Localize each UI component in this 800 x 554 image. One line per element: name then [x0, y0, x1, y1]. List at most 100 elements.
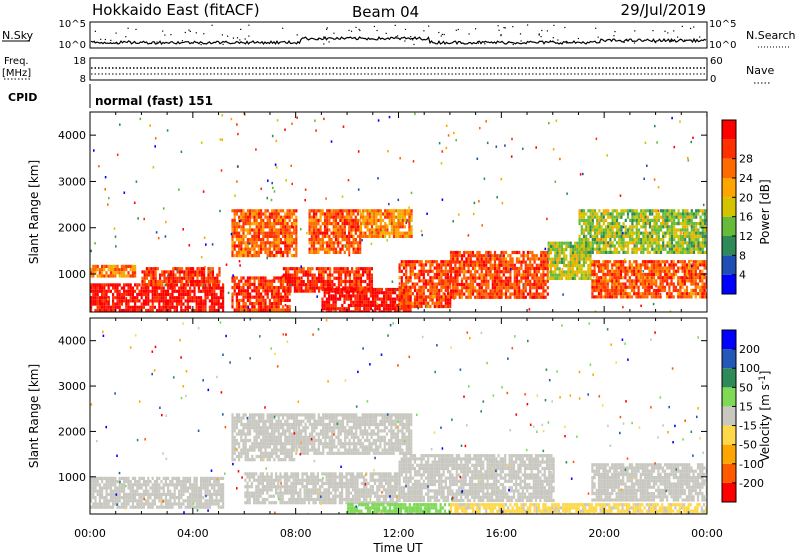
- data-cell: [235, 302, 238, 306]
- data-cell: [129, 283, 132, 287]
- data-cell: [345, 307, 348, 311]
- data-cell: [235, 305, 238, 309]
- data-cell: [264, 305, 267, 309]
- data-cell: [578, 218, 581, 222]
- data-cell: [293, 241, 296, 245]
- data-cell: [310, 238, 313, 242]
- data-cell: [334, 231, 338, 235]
- scatter-point: [107, 203, 109, 206]
- data-cell: [606, 295, 609, 299]
- data-cell: [347, 294, 350, 298]
- data-cell: [253, 282, 256, 286]
- data-cell: [405, 298, 408, 302]
- scatter-point: [386, 239, 388, 242]
- data-cell: [699, 250, 702, 254]
- data-cell: [582, 222, 586, 226]
- data-cell: [705, 266, 707, 270]
- data-cell: [160, 289, 163, 293]
- data-cell: [164, 305, 167, 309]
- data-cell: [659, 222, 663, 226]
- data-cell: [384, 215, 387, 219]
- data-cell: [242, 289, 245, 293]
- data-cell: [509, 276, 512, 280]
- data-cell: [571, 244, 574, 248]
- data-cell: [196, 267, 199, 271]
- data-cell: [379, 225, 382, 229]
- data-cell: [699, 263, 702, 267]
- data-cell: [403, 215, 407, 219]
- data-cell: [257, 225, 260, 229]
- data-cell: [167, 302, 170, 306]
- data-cell: [290, 212, 293, 216]
- data-cell: [355, 283, 358, 287]
- data-cell: [600, 276, 603, 280]
- data-cell: [260, 292, 263, 296]
- data-cell: [635, 292, 638, 296]
- data-cell: [666, 244, 669, 248]
- scatter-point: [388, 115, 391, 119]
- data-cell: [460, 286, 464, 290]
- scatter-point: [472, 212, 475, 216]
- data-cell: [465, 279, 468, 283]
- data-cell: [399, 215, 402, 219]
- data-cell: [268, 282, 271, 286]
- data-cell: [697, 238, 700, 242]
- data-cell: [651, 231, 654, 235]
- data-cell: [460, 292, 464, 296]
- data-cell: [542, 250, 545, 255]
- data-cell: [400, 304, 403, 309]
- data-cell: [392, 234, 396, 238]
- data-cell: [480, 254, 483, 258]
- data-cell: [587, 273, 590, 277]
- data-cell: [381, 231, 385, 235]
- data-cell: [348, 225, 351, 229]
- data-cell: [449, 282, 452, 286]
- data-cell: [405, 295, 408, 299]
- data-cell: [98, 299, 101, 303]
- data-cell: [307, 273, 310, 277]
- data-cell: [170, 273, 173, 277]
- data-cell: [175, 283, 178, 287]
- data-cell: [655, 215, 658, 219]
- data-cell: [172, 279, 175, 284]
- data-cell: [364, 267, 367, 271]
- data-cell: [657, 215, 660, 219]
- data-cell: [244, 282, 247, 286]
- data-cell: [266, 279, 269, 283]
- data-cell: [639, 266, 642, 270]
- data-cell: [277, 215, 280, 219]
- data-cell: [246, 289, 249, 293]
- data-cell: [142, 286, 145, 290]
- data-cell: [255, 276, 258, 280]
- data-cell: [659, 285, 662, 289]
- data-cell: [482, 266, 486, 271]
- scatter-point: [414, 112, 416, 116]
- noise-dot: [457, 28, 459, 31]
- data-cell: [681, 225, 685, 229]
- data-cell: [369, 291, 372, 295]
- data-cell: [333, 276, 336, 280]
- data-cell: [160, 292, 163, 297]
- data-cell: [611, 231, 614, 235]
- data-cell: [304, 273, 307, 277]
- data-cell: [600, 250, 603, 254]
- data-cell: [668, 225, 671, 229]
- data-cell: [692, 279, 695, 283]
- data-cell: [387, 307, 390, 311]
- data-cell: [142, 289, 145, 293]
- scatter-point: [247, 306, 250, 309]
- noise-dot: [497, 25, 499, 27]
- data-cell: [341, 218, 344, 222]
- data-cell: [181, 283, 184, 287]
- data-cell: [593, 225, 597, 229]
- data-cell: [198, 270, 201, 274]
- scatter-point: [271, 134, 274, 138]
- data-cell: [688, 241, 691, 245]
- data-cell: [522, 286, 525, 290]
- scatter-point: [412, 160, 415, 163]
- data-cell: [554, 251, 557, 255]
- data-cell: [159, 276, 162, 280]
- data-cell: [529, 289, 532, 293]
- data-cell: [328, 241, 331, 245]
- data-cell: [696, 282, 700, 286]
